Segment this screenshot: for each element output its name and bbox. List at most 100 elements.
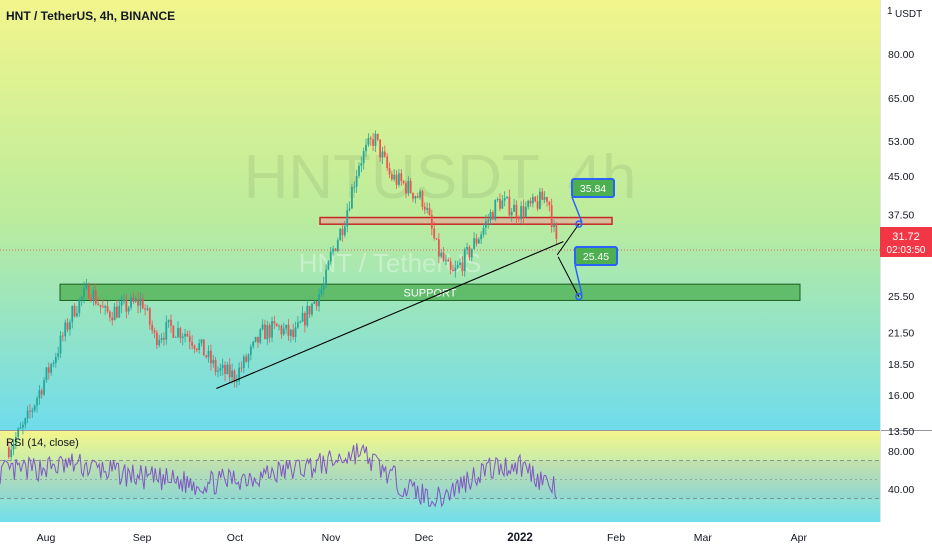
price-axis-background [880,0,932,522]
candle [327,260,330,271]
x-tick-label: Dec [415,532,434,544]
candle [235,374,238,388]
candle [445,254,447,266]
candle [454,260,457,278]
x-tick-label: Aug [37,532,56,544]
candle [442,247,445,263]
candle [273,315,276,330]
candle [334,248,337,252]
candle [322,276,325,296]
support-zone[interactable] [59,283,801,301]
target-upper-box-label: 35.84 [580,183,606,195]
candle [94,283,97,306]
candle [10,444,13,462]
candle [447,257,450,262]
candle [130,293,132,311]
candle [332,245,335,256]
candle [517,215,520,223]
trendline[interactable] [216,241,564,389]
candle [146,304,149,312]
candle [275,322,278,327]
axis-layer: 80.00 65.00 53.00 45.00 37.50 25.50 21.50 18.50… [37,49,915,544]
candle [341,222,344,242]
candle [311,302,313,317]
candle [85,278,88,291]
zone-layer: SUPPORT [59,216,801,301]
candle [402,179,405,185]
candle [104,304,107,315]
candle [245,353,248,363]
candle [38,384,41,405]
candle [99,304,102,314]
candle [151,320,154,335]
candle [355,169,358,193]
candle [247,353,250,369]
candle [487,213,490,229]
candle [407,176,410,197]
candle [306,298,309,328]
candle [163,332,165,346]
candle [59,330,62,359]
candle [463,247,466,277]
watermark-main: HNTUSDT, 4h [244,143,637,212]
candle [64,319,67,342]
candle [132,292,135,305]
support-label: SUPPORT [404,287,457,299]
candle [57,346,60,361]
candle [534,196,537,203]
candle [416,192,419,199]
candle [257,336,259,348]
target-lower-box[interactable]: 25.45 [574,246,618,295]
candle [536,195,539,212]
candle [125,293,128,319]
candle [499,193,501,211]
candle [254,336,257,343]
candle [249,344,252,361]
candle [449,257,452,275]
candle [214,356,217,376]
candle [475,233,478,247]
candle [76,305,78,318]
candle [271,316,273,342]
candle [92,286,95,306]
target-upper-box[interactable]: 35.84 [571,178,615,223]
candle [141,293,144,310]
candle [287,319,290,341]
candle [118,299,121,318]
candle [66,318,69,333]
candle [139,292,142,313]
candle [123,293,125,305]
projection-down [557,256,580,297]
candle [546,196,548,207]
candle [101,299,104,308]
candle [97,297,100,306]
candle [144,304,147,316]
candle [71,305,74,329]
candle [433,221,436,241]
candle [170,314,172,333]
y-tick-label: 16.00 [888,390,914,402]
candle [87,282,90,300]
candle [191,335,194,350]
candle [134,295,137,304]
candle [294,321,297,343]
current-price-badge[interactable]: 31.72 02:03:50 [880,227,932,257]
y-tick-label: 53.00 [888,136,914,148]
candle [36,396,38,413]
candle [238,362,241,386]
price-badge-bg [880,227,932,257]
axis-top-label: 1 [887,6,893,17]
candle [461,256,464,276]
candle [195,348,198,353]
candle [405,180,407,199]
candle-layer [7,130,558,462]
candle [426,202,429,214]
y-tick-label: 18.50 [888,359,914,371]
resistance-zone[interactable] [319,216,613,225]
candle [395,170,398,189]
candle [459,258,461,269]
candle [548,200,551,212]
candle [428,203,431,216]
candle [553,219,555,233]
